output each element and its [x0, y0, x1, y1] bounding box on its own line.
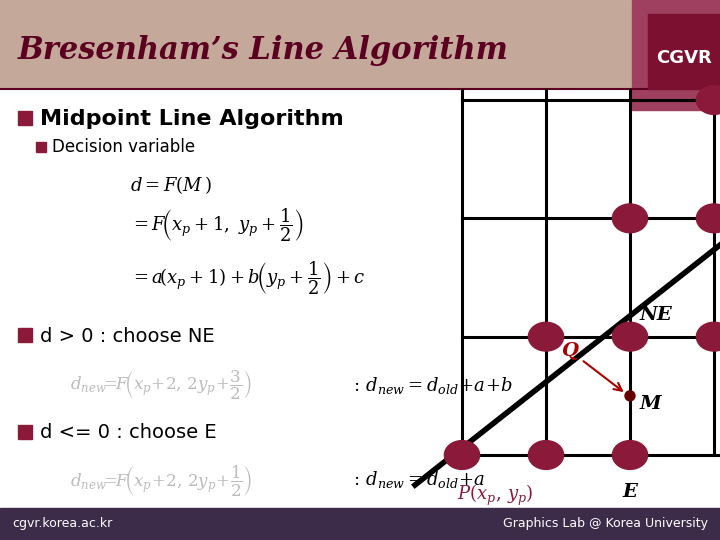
Ellipse shape [444, 441, 480, 469]
Text: $= a\!\left(x_p+1\right)+b\!\left(y_p+\dfrac{1}{2}\right)+c$: $= a\!\left(x_p+1\right)+b\!\left(y_p+\d… [130, 259, 365, 297]
Bar [18, 328, 32, 342]
Bar [632, 0, 720, 110]
Text: Bresenham’s Line Algorithm: Bresenham’s Line Algorithm [18, 35, 509, 65]
Bar [18, 111, 32, 125]
Text: $:\, d_{new} = d_{old}\!+\!a$: $:\, d_{new} = d_{old}\!+\!a$ [350, 469, 485, 490]
Circle shape [625, 391, 635, 401]
Text: $d_{new}\!\!=\!\!F\!\left(x_p\!+\!2,\,2y_p\!+\!\dfrac{3}{2}\right)$: $d_{new}\!\!=\!\!F\!\left(x_p\!+\!2,\,2y… [70, 368, 252, 402]
Ellipse shape [696, 322, 720, 351]
Text: cgvr.korea.ac.kr: cgvr.korea.ac.kr [12, 517, 112, 530]
Ellipse shape [613, 204, 647, 233]
Bar [36, 142, 46, 152]
Text: $= F\!\left(x_p+1,\ y_p+\dfrac{1}{2}\right)$: $= F\!\left(x_p+1,\ y_p+\dfrac{1}{2}\rig… [130, 206, 303, 244]
Text: Decision variable: Decision variable [52, 138, 195, 156]
Text: d > 0 : choose NE: d > 0 : choose NE [40, 327, 215, 346]
Bar [0, 508, 720, 540]
Text: $d_{new}\!\!=\!\!F\!\left(x_p\!+\!2,\,2y_p\!+\!\dfrac{1}{2}\right)$: $d_{new}\!\!=\!\!F\!\left(x_p\!+\!2,\,2y… [70, 462, 252, 497]
Text: $P(x_p,\,y_p)$: $P(x_p,\,y_p)$ [457, 483, 534, 508]
Ellipse shape [696, 204, 720, 233]
Text: E: E [623, 483, 637, 501]
Ellipse shape [528, 322, 564, 351]
Bar [18, 425, 32, 439]
Ellipse shape [528, 441, 564, 469]
Text: M: M [640, 395, 662, 413]
Text: $:\, d_{new} = d_{old}\!+\!a\!+\!b$: $:\, d_{new} = d_{old}\!+\!a\!+\!b$ [350, 375, 513, 395]
Ellipse shape [696, 86, 720, 114]
Text: NE: NE [640, 306, 672, 323]
Bar [0, 0, 632, 88]
Text: CGVR: CGVR [656, 49, 712, 67]
Text: Q: Q [562, 342, 622, 391]
Text: $d = F(M\,)$: $d = F(M\,)$ [130, 174, 212, 196]
Bar [648, 14, 720, 89]
Bar [52, 356, 63, 367]
Text: Graphics Lab @ Korea University: Graphics Lab @ Korea University [503, 517, 708, 530]
Text: Midpoint Line Algorithm: Midpoint Line Algorithm [40, 109, 343, 129]
Ellipse shape [613, 441, 647, 469]
Ellipse shape [613, 322, 647, 351]
Text: d <= 0 : choose E: d <= 0 : choose E [40, 423, 217, 442]
Bar [52, 452, 63, 463]
